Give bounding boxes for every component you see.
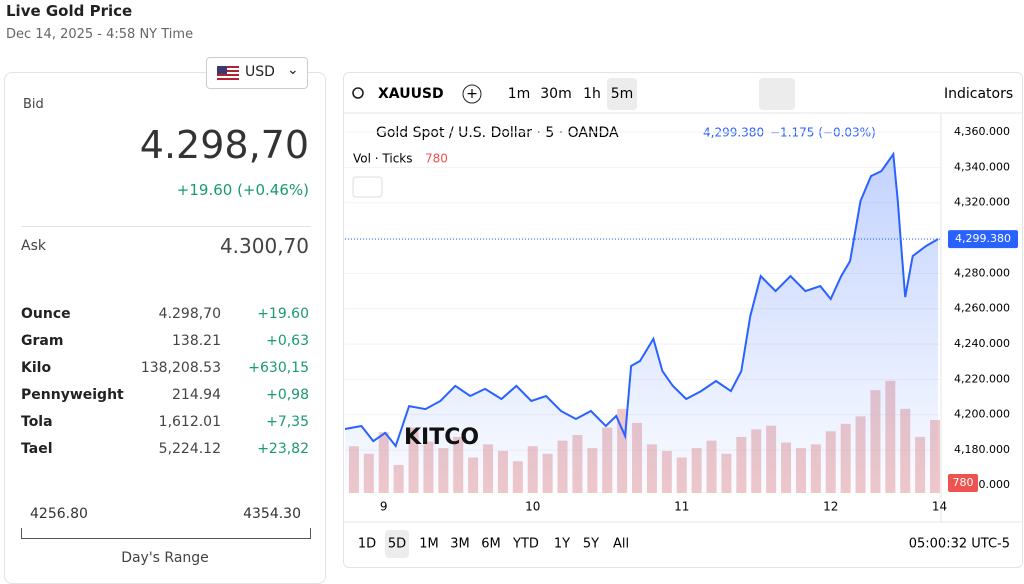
unit-name: Tael <box>21 441 53 457</box>
active-interval <box>607 78 637 110</box>
y-tick-label: 4,320.000 <box>954 196 1010 209</box>
unit-change: +19.60 <box>257 306 309 322</box>
chevron: ⌄ <box>287 62 299 78</box>
range-button[interactable]: 1Y <box>554 537 570 552</box>
search-icon <box>352 87 364 99</box>
logo: KITCO <box>404 425 479 450</box>
chart-title: Gold Spot / U.S. Dollar · 5 · OANDA <box>376 125 619 141</box>
page-title: Live Gold Price <box>6 2 133 20</box>
chart-panel: XAUUSD + Indicators Gold Spot / U.S. Dol… <box>343 72 1023 568</box>
currency: USD <box>245 64 275 80</box>
interval[interactable]: 5m <box>611 86 634 102</box>
divider <box>21 226 311 227</box>
range-button[interactable]: 1D <box>358 537 376 552</box>
unit-price: 138.21 <box>172 333 221 349</box>
x-tick-label: 9 <box>380 500 388 514</box>
chart-type[interactable] <box>759 78 795 110</box>
collapse-button[interactable] <box>352 176 383 198</box>
y2-tick-label: 0.000 <box>979 478 1011 491</box>
flag-icon <box>217 66 239 80</box>
volume-value: 780 <box>425 152 448 166</box>
range-low: 4256.80 <box>30 506 88 522</box>
unit-change: +0,98 <box>266 387 309 403</box>
unit-change: +0,63 <box>266 333 309 349</box>
interval[interactable]: 1h <box>583 86 601 102</box>
unit-name: Gram <box>21 333 64 349</box>
unit-change: +630,15 <box>248 360 309 376</box>
unit-price: 214.94 <box>172 387 221 403</box>
range-button[interactable]: 6M <box>481 537 501 552</box>
ask-price: 4.300,70 <box>219 234 309 258</box>
range-button[interactable]: All <box>613 537 629 552</box>
unit-change: +23,82 <box>257 441 309 457</box>
range-button[interactable]: YTD <box>512 537 539 552</box>
page: {"header": {"title": "Live Gold Price", … <box>4 2 1023 584</box>
bid-label: Bid <box>23 97 44 112</box>
range-button[interactable]: 5D <box>388 537 406 552</box>
range-button[interactable]: 1M <box>419 537 439 552</box>
bid-price: 4.298,70 <box>139 123 309 167</box>
interval[interactable]: 1m <box>508 86 531 102</box>
unit-name: Ounce <box>21 306 71 322</box>
range-label: Day's Range <box>121 550 209 566</box>
x-tick-label: 11 <box>674 500 689 514</box>
last-price-tag <box>948 230 1018 249</box>
y-tick-label: 4,260.000 <box>954 302 1010 315</box>
price-panel: Bid 4.298,70 +19.60 (+0.46%) Ask 4.300,7… <box>4 72 326 584</box>
chart: XAUUSD + Indicators Gold Spot / U.S. Dol… <box>344 78 1022 558</box>
range-bar <box>21 528 311 539</box>
unit-name: Pennyweight <box>21 387 124 403</box>
y-tick-label: 4,360.000 <box>954 125 1010 138</box>
unit-price: 138,208.53 <box>140 360 221 376</box>
add-icon[interactable] <box>462 84 482 104</box>
y-tick-label: 4,220.000 <box>954 372 1010 385</box>
indicators[interactable]: Indicators <box>944 86 1013 102</box>
unit-price: 4.298,70 <box>158 306 221 322</box>
y-tick-label: 4,180.000 <box>954 443 1010 456</box>
last-price-tag-label: 4,299.380 <box>955 232 1011 245</box>
x-tick-label: 10 <box>525 500 540 514</box>
ask-label: Ask <box>21 238 46 254</box>
unit-name: Kilo <box>21 360 52 376</box>
price-line <box>344 151 939 449</box>
range-button[interactable]: 5Y <box>583 537 599 552</box>
unit-change: +7,35 <box>266 414 309 430</box>
symbol[interactable]: XAUUSD <box>378 86 444 102</box>
x-tick-label: 14 <box>932 500 947 514</box>
y-tick-label: 4,240.000 <box>954 337 1010 350</box>
unit-price: 5,224.12 <box>158 441 221 457</box>
y-tick-label: 4,340.000 <box>954 160 1010 173</box>
add-icon: + <box>466 86 478 102</box>
x-tick-label: 12 <box>823 500 838 514</box>
y-tick-label: 4,280.000 <box>954 266 1010 279</box>
active-range <box>385 530 409 558</box>
unit-price: 1,612.01 <box>158 414 221 430</box>
currency-select[interactable]: USD ⌄ <box>206 57 308 89</box>
volume-label: Vol · Ticks <box>353 152 413 166</box>
interval[interactable]: 30m <box>540 86 571 102</box>
range-high: 4354.30 <box>243 506 301 522</box>
unit-name: Tola <box>21 414 53 430</box>
volume-tag <box>948 474 978 492</box>
clock: 05:00:32 UTC-5 <box>909 537 1010 552</box>
range-button[interactable]: 3M <box>450 537 470 552</box>
subtitle: Dec 14, 2025 - 4:58 NY Time <box>6 27 194 42</box>
volume-tag-label: 780 <box>953 476 974 489</box>
change: +19.60 (+0.46%) <box>176 181 309 199</box>
price-area <box>345 154 939 493</box>
y-tick-label: 4,200.000 <box>954 408 1010 421</box>
